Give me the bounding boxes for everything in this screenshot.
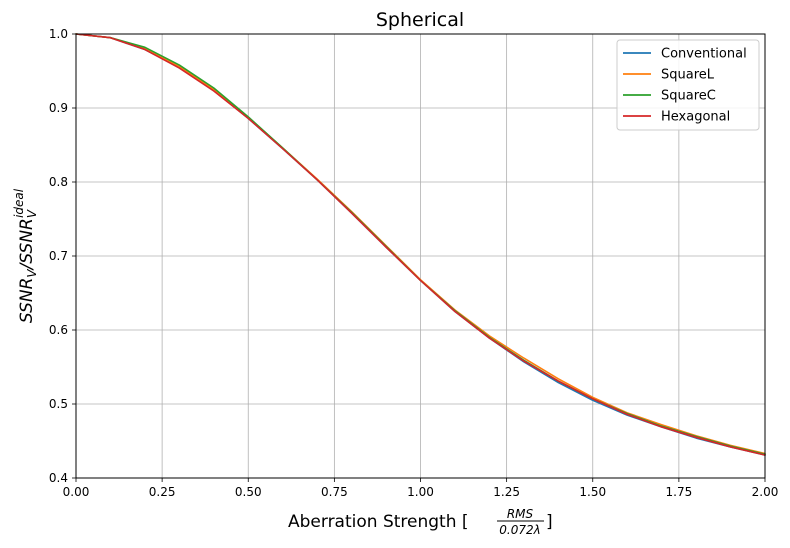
legend-label-squarec: SquareC: [661, 89, 716, 104]
y-tick-label: 0.9: [49, 101, 68, 115]
x-tick-label: 0.75: [321, 485, 348, 499]
chart-title: Spherical: [376, 9, 464, 31]
legend-box: [616, 39, 760, 131]
y-label-ssnr-ideal: SSNR: [17, 218, 37, 264]
legend-label-hexagonal: Hexagonal: [661, 110, 730, 125]
y-label-sub: V: [25, 269, 39, 278]
y-tick-label: 0.4: [49, 471, 68, 485]
legend: Conventional SquareL SquareC Hexagonal: [616, 39, 760, 131]
series-line-hexagonal: [75, 33, 766, 456]
y-label-ssnr: SSNR: [17, 278, 37, 324]
y-label-sup-ideal: ideal: [12, 188, 26, 218]
x-axis-label-close: ]: [546, 512, 553, 532]
x-tick-label: 1.00: [407, 485, 434, 499]
x-tick-label: 0.25: [149, 485, 176, 499]
y-axis-label: SSNRV/SSNRVideal: [12, 188, 39, 323]
x-tick-label: 1.50: [579, 485, 606, 499]
y-tick-label: 0.8: [49, 175, 68, 189]
svg-text:SSNRV/SSNRVideal: SSNRV/SSNRVideal: [12, 188, 39, 323]
y-label-sub-ideal: V: [25, 209, 39, 218]
y-axis-ticks: 0.4 0.5 0.6 0.7 0.8 0.9 1.0: [49, 27, 76, 485]
y-tick-label: 0.7: [49, 249, 68, 263]
x-tick-label: 1.25: [493, 485, 520, 499]
x-tick-label: 0.50: [235, 485, 262, 499]
x-axis-label-main: Aberration Strength [: [288, 512, 469, 532]
x-tick-label: 2.00: [752, 485, 779, 499]
y-tick-label: 0.6: [49, 323, 68, 337]
x-axis-label-denominator: 0.072λ: [499, 523, 540, 537]
y-label-slash: /: [17, 261, 37, 271]
x-tick-label: 1.75: [666, 485, 693, 499]
y-tick-label: 0.5: [49, 397, 68, 411]
x-axis-label-numerator: RMS: [507, 507, 534, 521]
x-axis-label: Aberration Strength [ RMS 0.072λ ]: [288, 507, 553, 537]
legend-label-squarel: SquareL: [661, 68, 715, 83]
y-tick-label: 1.0: [49, 27, 68, 41]
legend-label-conventional: Conventional: [661, 47, 747, 62]
x-tick-label: 0.00: [63, 485, 90, 499]
series-lines: [75, 33, 766, 456]
x-axis-ticks: 0.00 0.25 0.50 0.75 1.00 1.25 1.50 1.75 2.00: [63, 478, 779, 499]
